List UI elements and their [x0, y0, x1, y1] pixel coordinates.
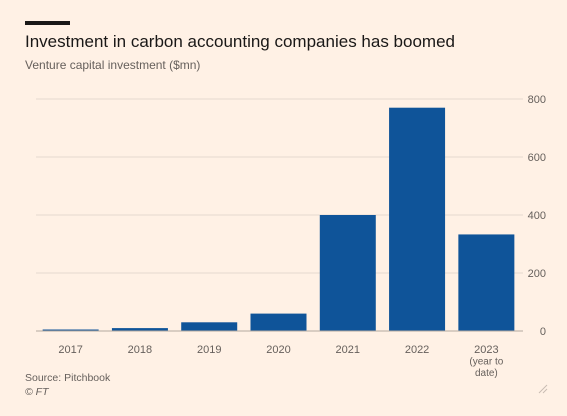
- bar: [319, 215, 376, 331]
- y-tick-label: 0: [540, 326, 546, 338]
- x-tick-label: 2017: [58, 344, 82, 356]
- source-note: Source: Pitchbook: [25, 372, 111, 384]
- title-accent-bar: [25, 21, 70, 25]
- x-tick-label: 2020: [266, 344, 290, 356]
- chart-title: Investment in carbon accounting companie…: [25, 32, 455, 51]
- x-tick-label: 2021: [336, 344, 360, 356]
- y-tick-label: 200: [528, 268, 546, 280]
- y-tick-label: 400: [528, 210, 546, 222]
- bar: [389, 107, 446, 331]
- chart-subtitle: Venture capital investment ($mn): [25, 58, 201, 72]
- x-tick-label: 2022: [405, 344, 429, 356]
- bar: [250, 313, 307, 331]
- x-tick-label: (year to: [469, 357, 503, 368]
- bar: [181, 322, 238, 331]
- x-tick-label: date): [475, 368, 498, 379]
- y-tick-label: 800: [528, 94, 546, 106]
- x-tick-label: 2019: [197, 344, 221, 356]
- bar: [42, 329, 99, 331]
- bar: [111, 328, 168, 331]
- copyright-note: © FT: [25, 386, 49, 398]
- bar: [458, 234, 515, 331]
- y-tick-label: 600: [528, 152, 546, 164]
- resize-handle-icon[interactable]: [538, 384, 548, 394]
- x-tick-label: 2023: [474, 344, 498, 356]
- x-tick-label: 2018: [128, 344, 152, 356]
